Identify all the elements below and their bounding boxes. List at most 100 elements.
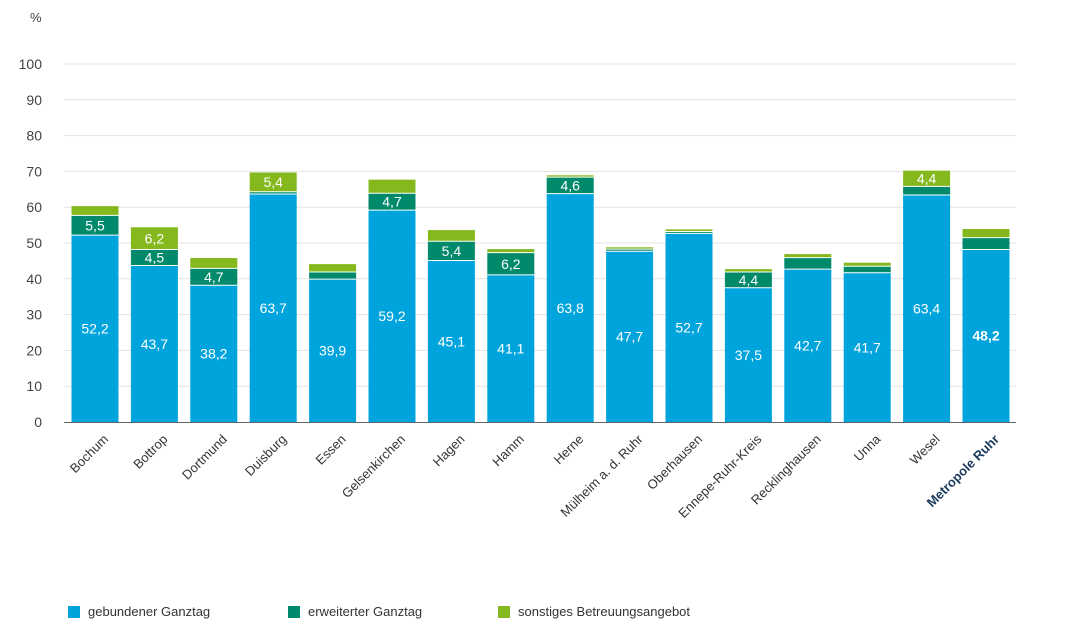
data-label: 4,7 xyxy=(382,194,402,210)
data-label: 4,4 xyxy=(917,171,937,187)
bar-segment xyxy=(665,231,713,234)
data-labels: 52,2 5,5 43,7 4,5 6,2 38,2 4,7 63,7 5,4 39,9 59,2 4… xyxy=(81,171,999,363)
bar-segment xyxy=(309,264,357,272)
legend-label: sonstiges Betreuungsangebot xyxy=(518,604,691,619)
bar-segment xyxy=(71,235,119,422)
y-tick-label: 10 xyxy=(26,378,42,394)
data-label: 38,2 xyxy=(200,346,227,362)
y-tick-label: 90 xyxy=(26,92,42,108)
bar-segment xyxy=(546,177,594,194)
y-tick-label: 70 xyxy=(26,163,42,179)
bar-segment xyxy=(962,229,1010,238)
bar-segment xyxy=(190,258,238,269)
x-category-label: Hagen xyxy=(430,432,468,470)
legend-label: gebundener Ganztag xyxy=(88,604,211,619)
bar-segment xyxy=(190,285,238,422)
bar-segment xyxy=(784,269,832,422)
y-tick-label: 80 xyxy=(26,128,42,144)
x-category-label: Bottrop xyxy=(130,432,170,472)
bar-segment xyxy=(606,249,654,252)
bar-segment xyxy=(130,265,178,422)
x-category-label: Oberhausen xyxy=(644,432,705,493)
bar-segment xyxy=(903,170,951,187)
bar-segment xyxy=(784,254,832,258)
bar-segment xyxy=(249,193,297,422)
data-label: 4,6 xyxy=(560,177,580,193)
bar-segment xyxy=(665,229,713,232)
bar-segment xyxy=(368,193,416,211)
bar-segment xyxy=(843,262,891,267)
bar-segment xyxy=(487,274,535,422)
bar-segment xyxy=(71,215,119,236)
x-category-label: Herne xyxy=(551,432,587,468)
bar-segment xyxy=(309,271,357,280)
bar-segment xyxy=(249,172,297,192)
bar-segment xyxy=(903,195,951,422)
x-category-label: Gelsenkirchen xyxy=(339,432,408,501)
y-tick-label: 60 xyxy=(26,199,42,215)
legend-item-gebundener-ganztag: gebundener Ganztag xyxy=(68,604,288,619)
bar-segment xyxy=(962,249,1010,422)
data-label: 42,7 xyxy=(794,338,821,354)
y-tick-label: 20 xyxy=(26,342,42,358)
bar-segment xyxy=(724,287,772,422)
bar-segment xyxy=(546,193,594,422)
data-label: 6,2 xyxy=(501,256,521,272)
y-axis-ticks: 0 10 20 30 40 50 60 70 80 90 100 xyxy=(19,56,43,430)
legend-label: erweiterter Ganztag xyxy=(308,604,423,619)
data-label: 37,5 xyxy=(735,347,762,363)
legend: gebundener Ganztag erweiterter Ganztag s… xyxy=(68,604,690,619)
bar-segment xyxy=(368,210,416,422)
bar-segment xyxy=(427,241,475,261)
data-label: 43,7 xyxy=(141,336,168,352)
data-label: 5,4 xyxy=(263,174,283,190)
bar-segment xyxy=(546,175,594,178)
y-tick-label: 0 xyxy=(34,414,42,430)
data-label: 39,9 xyxy=(319,343,346,359)
data-label: 5,4 xyxy=(442,243,462,259)
x-category-label: Dortmund xyxy=(179,432,230,483)
bar-segment xyxy=(843,272,891,422)
bar-segment xyxy=(309,279,357,422)
bar-segment xyxy=(606,251,654,422)
bar-segment xyxy=(368,179,416,194)
bar-segment xyxy=(71,206,119,216)
data-label: 45,1 xyxy=(438,333,465,349)
data-label: 41,7 xyxy=(854,339,881,355)
bar-segment xyxy=(427,260,475,422)
bar-segment xyxy=(903,186,951,196)
y-tick-label: 40 xyxy=(26,271,42,287)
x-category-label: Wesel xyxy=(907,431,943,467)
bar-segment xyxy=(784,257,832,270)
bar-segment xyxy=(665,233,713,422)
bar-segment xyxy=(487,252,535,275)
data-label: 63,4 xyxy=(913,301,940,317)
bar-segment xyxy=(130,227,178,250)
y-tick-label: 50 xyxy=(26,235,42,251)
x-category-label: Unna xyxy=(851,431,884,464)
x-category-label: Essen xyxy=(313,432,349,468)
bar-segment xyxy=(487,249,535,253)
bar-segment xyxy=(724,271,772,288)
bar-segment xyxy=(190,268,238,286)
bar-segment xyxy=(843,266,891,273)
y-tick-label: 100 xyxy=(19,56,43,72)
bar-segment xyxy=(249,191,297,194)
legend-item-sonstiges-betreuungsangebot: sonstiges Betreuungsangebot xyxy=(498,604,690,619)
data-label: 4,5 xyxy=(145,249,165,265)
x-axis-categories: Bochum Bottrop Dortmund Duisburg EssenGelsen… xyxy=(67,431,1002,521)
data-label: 59,2 xyxy=(378,308,405,324)
legend-swatch xyxy=(68,605,80,618)
bars xyxy=(71,170,1010,422)
bar-segment xyxy=(962,237,1010,250)
data-label: 6,2 xyxy=(145,230,165,246)
y-tick-label: 30 xyxy=(26,307,42,323)
data-label: 52,7 xyxy=(675,320,702,336)
bar-segment xyxy=(724,269,772,272)
x-category-label: Bochum xyxy=(67,432,111,476)
data-label: 47,7 xyxy=(616,329,643,345)
bar-segment xyxy=(427,230,475,242)
data-label: 52,2 xyxy=(81,321,108,337)
bar-segment xyxy=(130,249,178,266)
data-label: 48,2 xyxy=(972,328,999,344)
